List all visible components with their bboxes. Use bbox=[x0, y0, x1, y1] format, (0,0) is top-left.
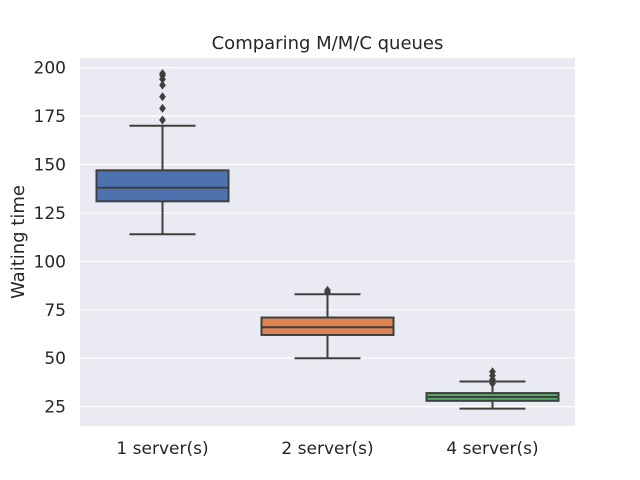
y-tick-label: 150 bbox=[34, 156, 66, 176]
box-2 bbox=[260, 285, 395, 360]
x-tick-label: 4 server(s) bbox=[446, 439, 538, 459]
plot-background bbox=[80, 58, 575, 426]
y-tick-label: 50 bbox=[44, 349, 66, 369]
outlier-point bbox=[489, 367, 496, 377]
x-tick-label: 1 server(s) bbox=[116, 439, 208, 459]
y-tick-label: 200 bbox=[34, 59, 66, 79]
box-1 bbox=[95, 68, 230, 236]
y-tick-label: 100 bbox=[34, 252, 66, 272]
outlier-point bbox=[159, 115, 166, 125]
y-tick-label: 125 bbox=[34, 204, 66, 224]
y-tick-label: 25 bbox=[44, 398, 66, 418]
x-tick-label: 2 server(s) bbox=[281, 439, 373, 459]
outlier-point bbox=[159, 80, 166, 90]
chart-title: Comparing M/M/C queues bbox=[212, 33, 444, 54]
tick-labels: 25 50 75 100 125 150 175 200 1 server(s) 2 server… bbox=[34, 59, 539, 459]
iqr-box bbox=[95, 169, 230, 203]
box-3 bbox=[425, 367, 560, 410]
boxes bbox=[95, 68, 560, 410]
y-tick-label: 75 bbox=[44, 301, 66, 321]
outlier-point bbox=[324, 285, 331, 295]
outlier-point bbox=[159, 92, 166, 102]
y-tick-label: 175 bbox=[34, 107, 66, 127]
outlier-point bbox=[159, 103, 166, 113]
outlier-point bbox=[159, 68, 166, 78]
y-axis-label: Waiting time bbox=[8, 185, 29, 299]
